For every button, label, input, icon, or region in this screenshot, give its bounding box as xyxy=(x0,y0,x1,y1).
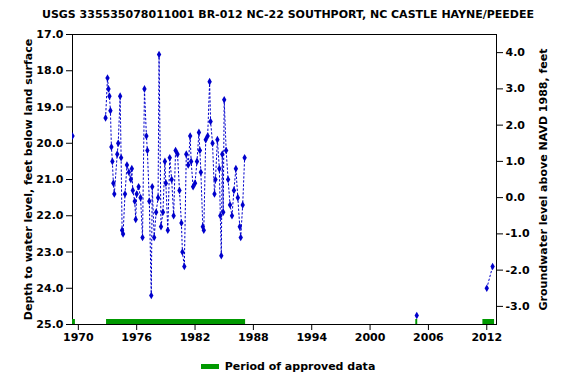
html-text:Period of approved data: Period of approved data xyxy=(224,359,376,373)
svg-text:20.0: 20.0 xyxy=(36,137,63,150)
svg-text:Groundwater level above NAVD 1: Groundwater level above NAVD 1988, feet xyxy=(537,49,550,311)
svg-text:-1.0: -1.0 xyxy=(506,227,530,240)
svg-text:-3.0: -3.0 xyxy=(506,300,530,313)
svg-text:1970: 1970 xyxy=(63,331,94,344)
svg-text:2.0: 2.0 xyxy=(506,119,526,132)
svg-text:Depth to water level, feet bel: Depth to water level, feet below land su… xyxy=(22,39,35,320)
svg-text:17.0: 17.0 xyxy=(36,28,63,41)
svg-text:19.0: 19.0 xyxy=(36,101,63,114)
svg-text:2006: 2006 xyxy=(413,331,444,344)
html-text:USGS 335535078011001 BR-012 NC: USGS 335535078011001 BR-012 NC-22 SOUTHP… xyxy=(42,8,534,21)
svg-text:25.0: 25.0 xyxy=(36,318,63,331)
svg-text:1982: 1982 xyxy=(180,331,211,344)
svg-text:0.0: 0.0 xyxy=(506,191,526,204)
svg-text:23.0: 23.0 xyxy=(36,246,63,259)
svg-text:-2.0: -2.0 xyxy=(506,264,530,277)
svg-text:1988: 1988 xyxy=(238,331,269,344)
svg-text:2012: 2012 xyxy=(471,331,502,344)
svg-text:4.0: 4.0 xyxy=(506,46,526,59)
svg-text:1.0: 1.0 xyxy=(506,155,526,168)
svg-text:3.0: 3.0 xyxy=(506,82,526,95)
svg-text:18.0: 18.0 xyxy=(36,64,63,77)
svg-text:24.0: 24.0 xyxy=(36,282,63,295)
svg-text:1976: 1976 xyxy=(121,331,152,344)
svg-text:2000: 2000 xyxy=(355,331,386,344)
svg-text:22.0: 22.0 xyxy=(36,209,63,222)
svg-text:1994: 1994 xyxy=(296,331,327,344)
svg-text:21.0: 21.0 xyxy=(36,173,63,186)
